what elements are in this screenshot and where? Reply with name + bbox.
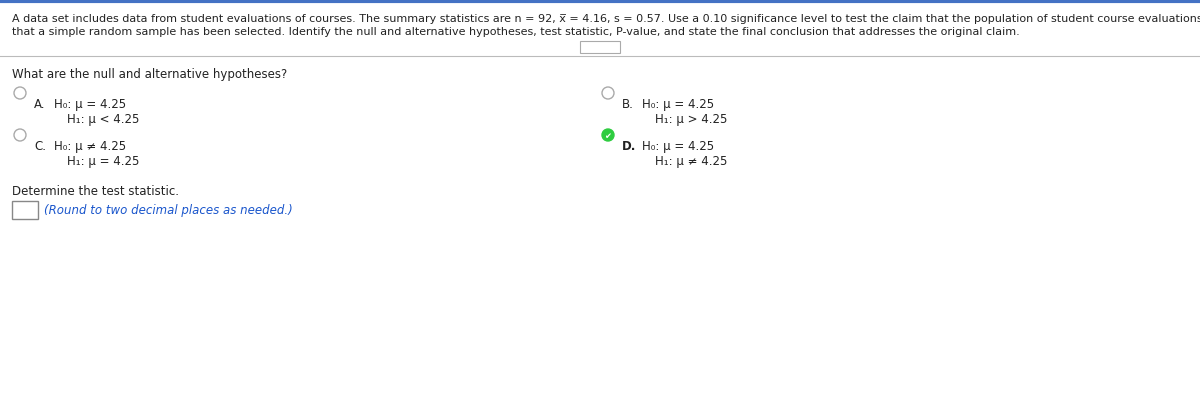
Text: H₀: μ = 4.25: H₀: μ = 4.25 — [642, 98, 714, 111]
Text: A.: A. — [34, 98, 46, 111]
Text: C.: C. — [34, 140, 46, 153]
Text: Determine the test statistic.: Determine the test statistic. — [12, 185, 179, 198]
Text: H₀: μ ≠ 4.25: H₀: μ ≠ 4.25 — [54, 140, 126, 153]
Text: B.: B. — [622, 98, 634, 111]
FancyBboxPatch shape — [12, 202, 38, 220]
Text: that a simple random sample has been selected. Identify the null and alternative: that a simple random sample has been sel… — [12, 27, 1020, 37]
Text: H₁: μ > 4.25: H₁: μ > 4.25 — [655, 113, 727, 126]
Text: H₁: μ < 4.25: H₁: μ < 4.25 — [67, 113, 139, 126]
Text: D.: D. — [622, 140, 636, 153]
Text: A data set includes data from student evaluations of courses. The summary statis: A data set includes data from student ev… — [12, 14, 1200, 24]
Text: What are the null and alternative hypotheses?: What are the null and alternative hypoth… — [12, 68, 287, 81]
Text: H₁: μ ≠ 4.25: H₁: μ ≠ 4.25 — [655, 155, 727, 168]
Text: H₀: μ = 4.25: H₀: μ = 4.25 — [54, 98, 126, 111]
FancyBboxPatch shape — [580, 42, 620, 54]
Text: (Round to two decimal places as needed.): (Round to two decimal places as needed.) — [44, 204, 293, 217]
Text: H₀: μ = 4.25: H₀: μ = 4.25 — [642, 140, 714, 153]
Text: H₁: μ = 4.25: H₁: μ = 4.25 — [67, 155, 139, 168]
Text: ✔: ✔ — [605, 131, 612, 140]
Text: .....: ..... — [594, 43, 606, 52]
Circle shape — [602, 130, 614, 142]
